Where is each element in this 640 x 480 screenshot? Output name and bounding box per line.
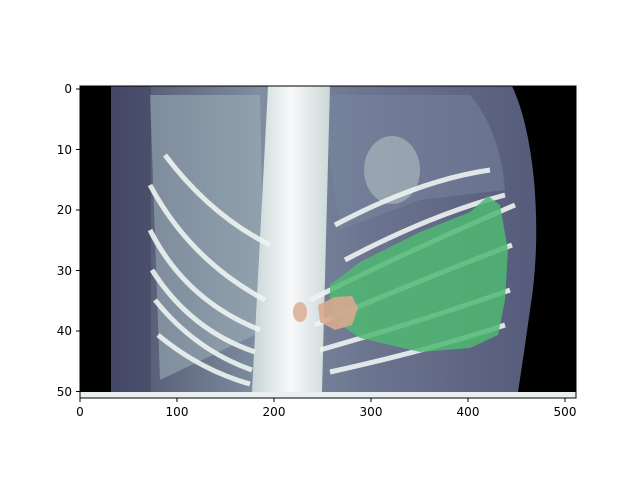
- axes-frame: [79, 85, 577, 399]
- x-tick-label: 300: [360, 405, 383, 419]
- x-tick: 300: [360, 398, 383, 419]
- x-axis: 0 100 200 300 400 500: [76, 398, 576, 419]
- y-tick-label: 20: [57, 203, 72, 217]
- ct-image: [80, 86, 576, 398]
- segmentation-green-region: [330, 196, 508, 352]
- x-tick-label: 0: [76, 405, 84, 419]
- x-tick-label: 100: [166, 405, 189, 419]
- x-tick: 100: [166, 398, 189, 419]
- y-tick: 10: [57, 143, 80, 157]
- y-tick: 20: [57, 203, 80, 217]
- x-tick: 0: [76, 398, 84, 419]
- x-tick: 400: [457, 398, 480, 419]
- x-tick: 200: [263, 398, 286, 419]
- x-tick: 500: [554, 398, 577, 419]
- ribs-left: [147, 153, 272, 387]
- y-tick-label: 50: [57, 385, 72, 399]
- segmentation-tan-region: [318, 296, 358, 330]
- y-tick: 0: [64, 82, 80, 96]
- y-tick-label: 30: [57, 264, 72, 278]
- y-axis: 0 10 20 30 40 50: [57, 82, 80, 399]
- left-muscle-band: [111, 86, 151, 392]
- segmentation-tan-small: [293, 302, 307, 322]
- y-tick: 50: [57, 385, 80, 399]
- spine: [252, 86, 330, 392]
- soft-tissue-region: [150, 95, 265, 380]
- x-tick-label: 500: [554, 405, 577, 419]
- y-tick-label: 0: [64, 82, 72, 96]
- y-tick: 30: [57, 264, 80, 278]
- x-tick-label: 400: [457, 405, 480, 419]
- y-tick-label: 40: [57, 324, 72, 338]
- y-tick-label: 10: [57, 143, 72, 157]
- x-tick-label: 200: [263, 405, 286, 419]
- organ-oval: [364, 136, 420, 204]
- y-tick: 40: [57, 324, 80, 338]
- image-bottom-row: [80, 392, 576, 398]
